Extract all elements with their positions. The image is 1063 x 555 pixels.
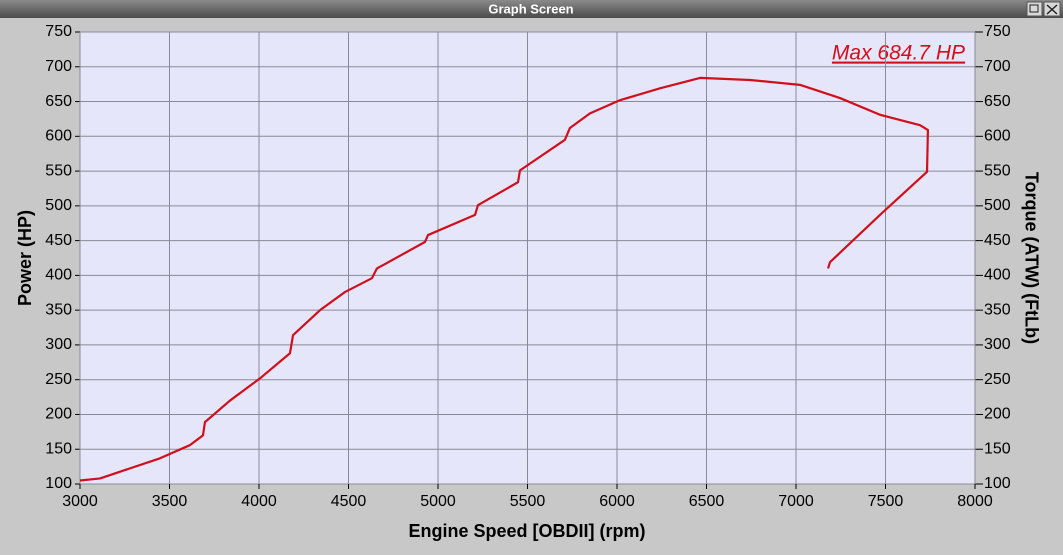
y2-tick-label: 300	[984, 336, 1011, 353]
y2-tick-label: 550	[984, 162, 1011, 179]
y2-tick-label: 200	[984, 406, 1011, 423]
window-title: Graph Screen	[488, 1, 573, 16]
y2-tick-label: 350	[984, 301, 1011, 318]
y-tick-label: 150	[45, 440, 72, 457]
restore-button[interactable]	[1026, 1, 1043, 17]
x-tick-label: 5000	[420, 493, 456, 510]
y-tick-label: 550	[45, 162, 72, 179]
y2-tick-label: 500	[984, 197, 1011, 214]
x-tick-label: 4000	[241, 493, 277, 510]
title-bar	[0, 0, 1063, 18]
x-tick-label: 6500	[689, 493, 725, 510]
restore-icon	[1029, 4, 1039, 13]
y-tick-label: 700	[45, 58, 72, 75]
x-tick-label: 4500	[331, 493, 367, 510]
y2-tick-label: 250	[984, 371, 1011, 388]
y2-tick-label: 700	[984, 58, 1011, 75]
y-tick-label: 500	[45, 197, 72, 214]
y-tick-label: 300	[45, 336, 72, 353]
x-tick-label: 5500	[510, 493, 546, 510]
close-icon	[1046, 4, 1058, 15]
y2-tick-label: 100	[984, 475, 1011, 492]
power-line	[79, 76, 930, 482]
x-tick-label: 7000	[778, 493, 814, 510]
y2-axis-label: Torque (ATW) (FtLb)	[1021, 172, 1041, 344]
y-tick-label: 250	[45, 371, 72, 388]
x-tick-label: 8000	[957, 493, 993, 510]
y2-tick-label: 450	[984, 232, 1011, 249]
x-tick-label: 3000	[62, 493, 98, 510]
y-tick-label: 600	[45, 128, 72, 145]
x-axis-label: Engine Speed [OBDII] (rpm)	[408, 521, 645, 541]
y2-tick-label: 650	[984, 93, 1011, 110]
y-tick-label: 350	[45, 301, 72, 318]
y2-tick-label: 150	[984, 440, 1011, 457]
y2-tick-label: 600	[984, 128, 1011, 145]
y-tick-label: 650	[45, 93, 72, 110]
x-tick-label: 7500	[868, 493, 904, 510]
y-tick-label: 100	[45, 475, 72, 492]
y-tick-label: 450	[45, 232, 72, 249]
y2-tick-label: 750	[984, 23, 1011, 40]
y-tick-label: 200	[45, 406, 72, 423]
max-annotation: Max 684.7 HP	[832, 42, 965, 65]
x-tick-label: 6000	[599, 493, 635, 510]
x-tick-label: 3500	[152, 493, 188, 510]
y-tick-label: 400	[45, 267, 72, 284]
y2-tick-label: 400	[984, 267, 1011, 284]
y-tick-label: 750	[45, 23, 72, 40]
y-axis-label: Power (HP)	[15, 210, 35, 306]
